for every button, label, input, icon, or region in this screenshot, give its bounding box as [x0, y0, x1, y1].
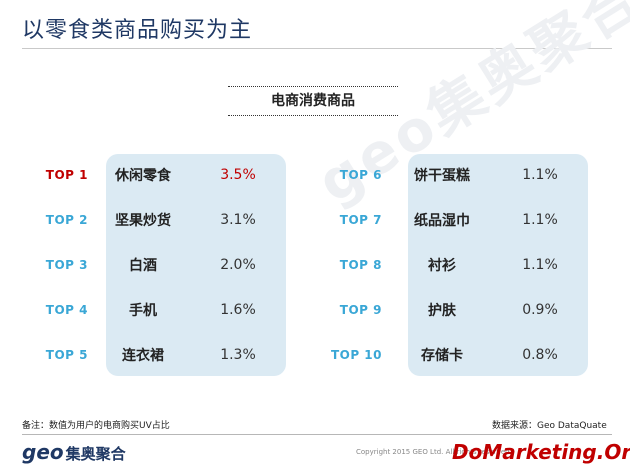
- ranking-panel-left: [106, 154, 286, 376]
- brand-logo: geo 集奥聚合: [22, 440, 126, 466]
- title-divider: [22, 48, 612, 49]
- item-name: 存储卡: [421, 347, 463, 364]
- site-watermark: DoMarketing.Org: [452, 440, 630, 464]
- rank-label: TOP 3: [45, 257, 88, 272]
- footnote: 备注：数值为用户的电商购买UV占比: [22, 421, 170, 431]
- rank-label: TOP 7: [339, 212, 382, 227]
- ranking-panel-right: [408, 154, 588, 376]
- item-name: 连衣裙: [122, 347, 164, 364]
- item-value: 0.9%: [522, 301, 558, 318]
- item-name: 饼干蛋糕: [414, 167, 470, 184]
- item-name: 手机: [129, 302, 157, 319]
- item-value: 1.3%: [220, 346, 256, 363]
- page-title: 以零食类商品购买为主: [22, 18, 253, 43]
- item-name: 白酒: [129, 257, 157, 274]
- item-value: 3.1%: [220, 211, 256, 228]
- item-value: 1.6%: [220, 301, 256, 318]
- copyright-text: Copyright 2015 GEO Ltd. All rights reser…: [356, 448, 510, 456]
- item-name: 休闲零食: [115, 167, 171, 184]
- rank-label: TOP 5: [45, 347, 88, 362]
- logo-chinese-text: 集奥聚合: [65, 445, 126, 463]
- item-value: 3.5%: [220, 166, 256, 183]
- item-name: 护肤: [428, 302, 456, 319]
- rank-label: TOP 2: [45, 212, 88, 227]
- item-name: 纸品湿巾: [414, 212, 470, 229]
- rank-label: TOP 6: [339, 167, 382, 182]
- item-value: 2.0%: [220, 256, 256, 273]
- item-name: 衬衫: [428, 257, 456, 274]
- rank-label: TOP 9: [339, 302, 382, 317]
- rank-label: TOP 1: [45, 167, 88, 182]
- logo-latin-text: geo: [22, 440, 64, 464]
- footer-divider: [22, 434, 612, 435]
- rank-label: TOP 10: [330, 347, 382, 362]
- rank-label: TOP 8: [339, 257, 382, 272]
- data-source: 数据来源：Geo DataQuate: [492, 421, 607, 431]
- item-value: 1.1%: [522, 166, 558, 183]
- rank-label: TOP 4: [45, 302, 88, 317]
- item-value: 0.8%: [522, 346, 558, 363]
- section-title: 电商消费商品: [228, 86, 398, 116]
- item-name: 坚果炒货: [115, 212, 171, 229]
- item-value: 1.1%: [522, 211, 558, 228]
- item-value: 1.1%: [522, 256, 558, 273]
